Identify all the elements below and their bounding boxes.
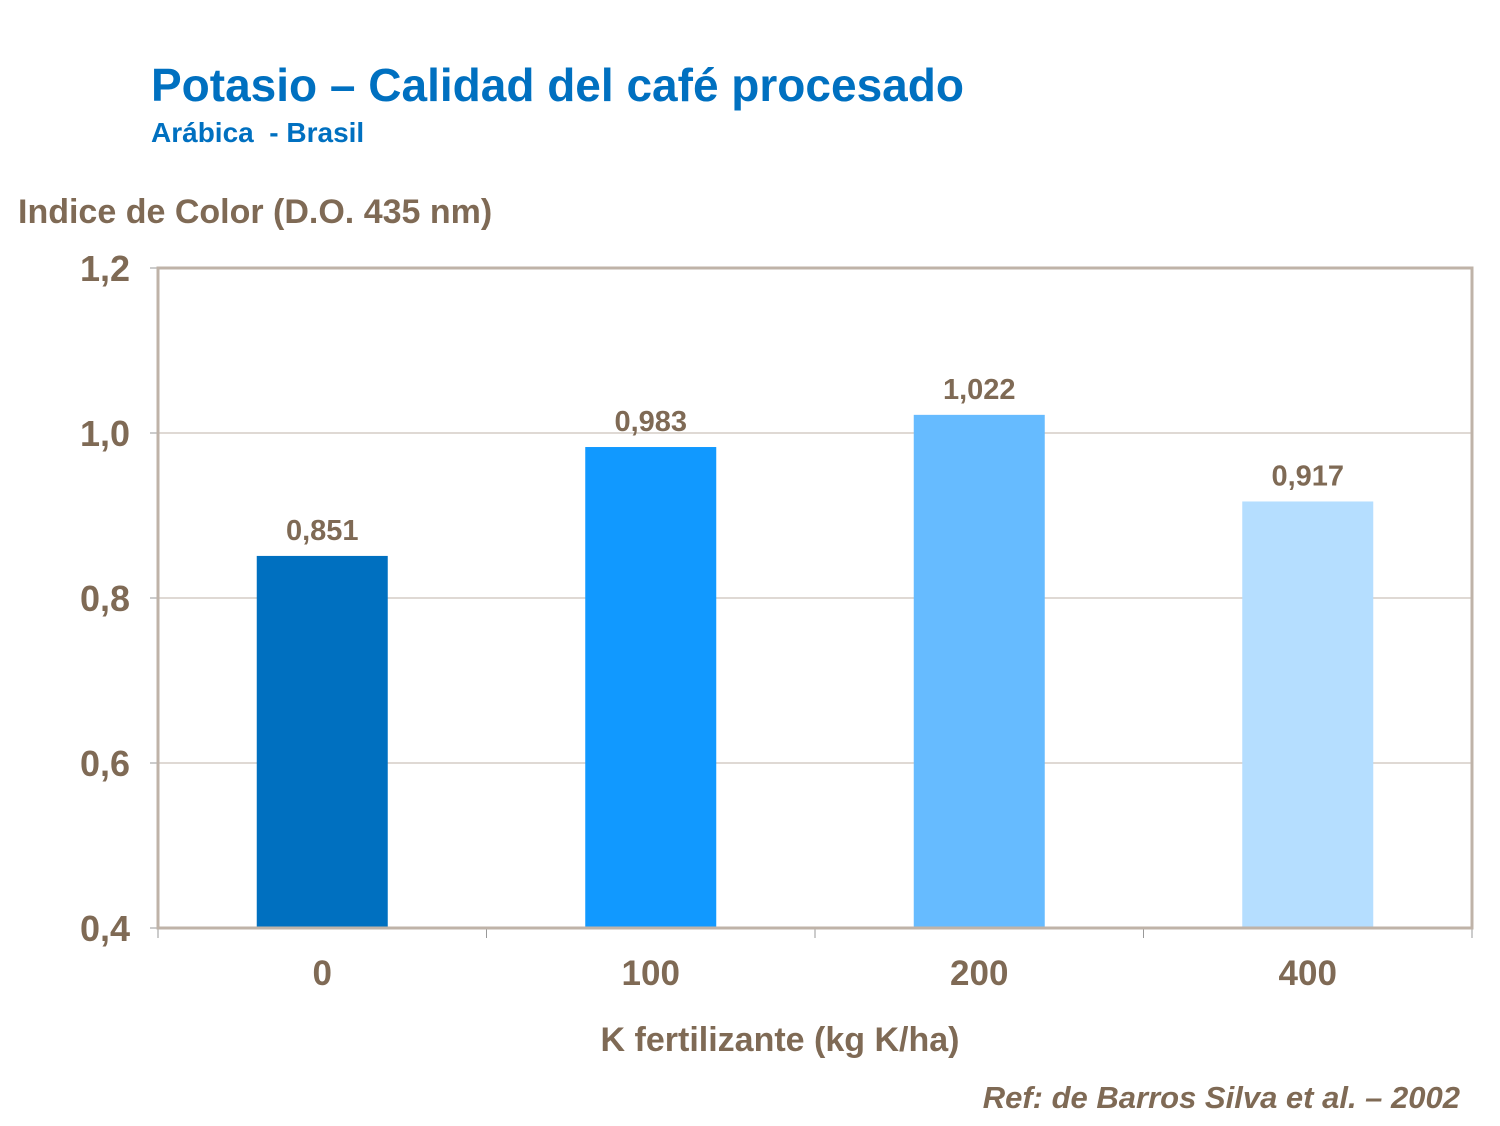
bar [585, 447, 717, 928]
y-tick-label: 0,6 [80, 743, 130, 784]
x-axis-label: K fertilizante (kg K/ha) [600, 1021, 960, 1059]
y-tick-label: 1,2 [80, 248, 130, 289]
x-tick-label: 0 [313, 954, 332, 993]
bar [256, 555, 388, 928]
data-label: 0,851 [286, 515, 359, 547]
chart-title: Potasio – Calidad del café procesado [151, 59, 964, 111]
data-label: 0,917 [1271, 460, 1344, 492]
y-tick-label: 1,0 [80, 413, 130, 454]
y-axis-label: Indice de Color (D.O. 435 nm) [18, 193, 493, 231]
bar [1242, 501, 1374, 928]
bar [913, 414, 1045, 929]
data-label: 1,022 [943, 374, 1016, 406]
x-tick-label: 400 [1279, 954, 1337, 993]
reference-citation: Ref: de Barros Silva et al. – 2002 [982, 1080, 1460, 1115]
x-tick-label: 100 [622, 954, 680, 993]
y-tick-label: 0,8 [80, 578, 130, 619]
plot-frame [156, 266, 1474, 930]
chart-subtitle: Arábica - Brasil [151, 117, 365, 148]
x-tick-label: 200 [950, 954, 1008, 993]
y-tick-label: 0,4 [80, 908, 130, 949]
data-label: 0,983 [614, 406, 687, 438]
